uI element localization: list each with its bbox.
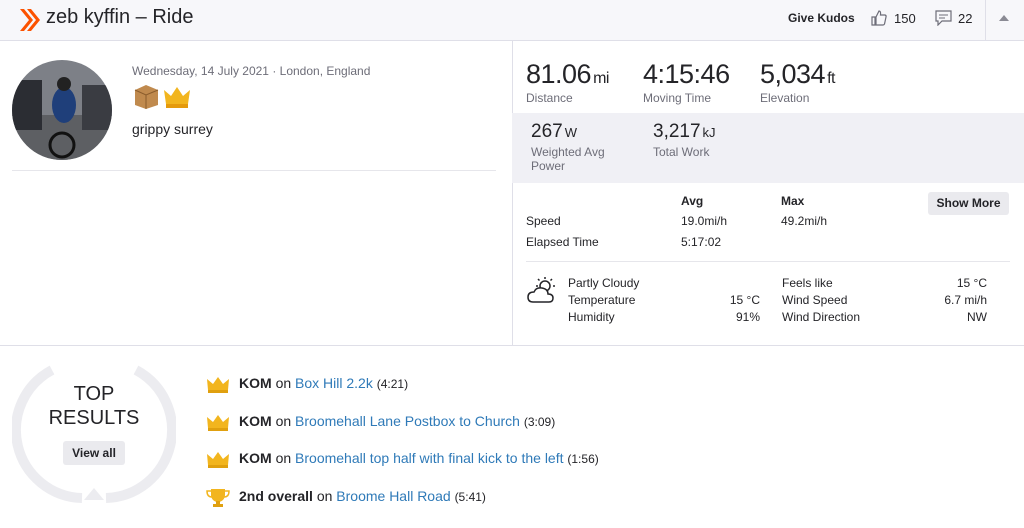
show-more-button[interactable]: Show More — [928, 192, 1009, 215]
top-results-title: TOP — [73, 383, 115, 405]
collapse-icon[interactable] — [999, 14, 1009, 22]
value: 4:15:46 — [643, 59, 730, 89]
stat-value: 267 W — [531, 121, 577, 143]
avatar[interactable] — [12, 60, 112, 160]
connector: on — [275, 450, 292, 466]
result-item: KOM on Broomehall top half with final ki… — [239, 450, 599, 466]
unit: kJ — [702, 125, 716, 140]
achievement: 2nd overall — [239, 487, 313, 504]
weather-label: Temperature — [568, 293, 636, 307]
result-icon — [207, 452, 229, 468]
result-icon — [207, 377, 229, 393]
weather-label: Feels like — [782, 276, 833, 290]
stat-value: 5,034 ft — [760, 59, 835, 90]
stat-label: Moving Time — [643, 91, 712, 105]
row-label: Elapsed Time — [526, 235, 599, 249]
laurel-wreath — [12, 365, 176, 503]
weather-value: 15 °C — [729, 293, 760, 307]
weather-label: Humidity — [568, 310, 615, 324]
result-time: (1:56) — [567, 452, 599, 466]
activity-name: grippy surrey — [132, 121, 213, 137]
divider — [0, 345, 1024, 346]
weather-icon — [527, 277, 555, 303]
value: 3,217 — [653, 121, 701, 142]
max-value: 49.2mi/h — [781, 214, 828, 228]
unit: W — [564, 125, 577, 140]
divider — [512, 41, 513, 345]
header: zeb kyffin – Ride Give Kudos 150 22 — [0, 0, 1024, 41]
segment-link[interactable]: Broome Hall Road — [336, 487, 451, 504]
result-item: KOM on Broomehall Lane Postbox to Church… — [239, 413, 555, 429]
stat-value: 3,217 kJ — [653, 121, 716, 143]
segment-link[interactable]: Box Hill 2.2k — [295, 375, 373, 391]
value: 267 — [531, 121, 563, 142]
avg-value: 5:17:02 — [681, 235, 722, 249]
divider — [12, 170, 496, 171]
weather-value: 6.7 mi/h — [944, 293, 987, 307]
date-location: Wednesday, 14 July 2021 · London, Englan… — [132, 64, 371, 78]
secondary-stats-bg — [512, 113, 1024, 183]
column-header: Max — [781, 194, 805, 208]
stat-value: 81.06 mi — [526, 59, 609, 90]
connector: on — [275, 375, 292, 391]
result-item: KOM on Box Hill 2.2k (4:21) — [239, 375, 408, 391]
view-all-button[interactable]: View all — [63, 441, 125, 465]
stat-label: Elevation — [760, 91, 810, 105]
achievement: KOM — [239, 412, 272, 429]
row-label: Speed — [526, 214, 561, 228]
comment-icon[interactable] — [935, 10, 952, 26]
result-time: (4:21) — [376, 377, 409, 391]
avg-value: 19.0mi/h — [681, 214, 728, 228]
result-icon — [207, 414, 229, 431]
achievement: KOM — [239, 450, 272, 466]
comment-count[interactable]: 22 — [958, 11, 973, 26]
value: 81.06 — [526, 59, 592, 89]
achievement-icons — [134, 85, 190, 109]
result-item: 2nd overall on Broome Hall Road (5:41) — [239, 488, 486, 504]
kudos-icon[interactable] — [870, 9, 888, 27]
unit: mi — [593, 70, 609, 87]
weather-label: Wind Direction — [782, 310, 861, 324]
divider — [985, 0, 986, 40]
weather-value: 91% — [735, 310, 760, 324]
segment-link[interactable]: Broomehall Lane Postbox to Church — [295, 412, 520, 429]
weather-value: 15 °C — [956, 276, 987, 290]
stat-value: 4:15:46 — [643, 59, 730, 90]
stat-label: Distance — [526, 91, 573, 105]
logo — [20, 9, 40, 31]
stat-label: Total Work — [653, 145, 710, 159]
result-time: (3:09) — [523, 414, 556, 429]
stat-label: Weighted Avg Power — [531, 145, 605, 173]
give-kudos[interactable]: Give Kudos — [788, 11, 855, 25]
kudos-count[interactable]: 150 — [894, 11, 916, 26]
divider — [526, 261, 1010, 262]
unit: ft — [827, 70, 835, 87]
segment-link[interactable]: Broomehall top half with final kick to t… — [295, 450, 564, 466]
result-icon — [206, 488, 230, 507]
connector: on — [275, 412, 292, 429]
connector: on — [316, 487, 333, 504]
weather-label: Wind Speed — [782, 293, 848, 307]
activity-title: zeb kyffin – Ride — [46, 6, 194, 28]
column-header: Avg — [681, 194, 704, 208]
weather-condition: Partly Cloudy — [568, 276, 640, 290]
weather-value: NW — [967, 310, 987, 324]
top-results-title: RESULTS — [48, 407, 140, 429]
result-time: (5:41) — [454, 489, 486, 504]
value: 5,034 — [760, 59, 826, 89]
achievement: KOM — [239, 375, 272, 391]
